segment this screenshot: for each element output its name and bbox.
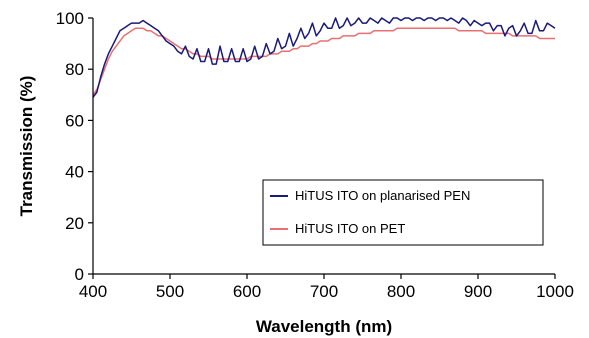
x-tick-label: 600	[233, 282, 261, 301]
x-tick-label: 500	[156, 282, 184, 301]
y-tick-label: 0	[75, 265, 84, 284]
series-line-pen	[92, 17, 556, 98]
y-tick-label: 80	[65, 60, 84, 79]
x-axis-ticks: 400 500 600 700 800 900 1000	[79, 274, 574, 301]
x-tick-label: 900	[464, 282, 492, 301]
legend-label-pet: HiTUS ITO on PET	[295, 221, 405, 236]
x-tick-label: 700	[310, 282, 338, 301]
x-tick-label: 1000	[536, 282, 574, 301]
series-line-pet	[92, 27, 555, 96]
legend-label-pen: HiTUS ITO on planarised PEN	[295, 188, 470, 203]
y-tick-label: 20	[65, 214, 84, 233]
y-axis-ticks: 0 20 40 60 80 100	[56, 9, 93, 284]
y-axis-title: Transmission (%)	[17, 76, 36, 217]
x-tick-label: 400	[79, 282, 107, 301]
y-tick-label: 100	[56, 9, 84, 28]
y-tick-label: 60	[65, 111, 84, 130]
y-tick-label: 40	[65, 163, 84, 182]
x-tick-label: 800	[387, 282, 415, 301]
legend-box	[262, 179, 544, 246]
x-axis-title: Wavelength (nm)	[256, 317, 392, 336]
series-lines	[92, 17, 556, 98]
legend: HiTUS ITO on planarised PEN HiTUS ITO on…	[262, 179, 544, 246]
